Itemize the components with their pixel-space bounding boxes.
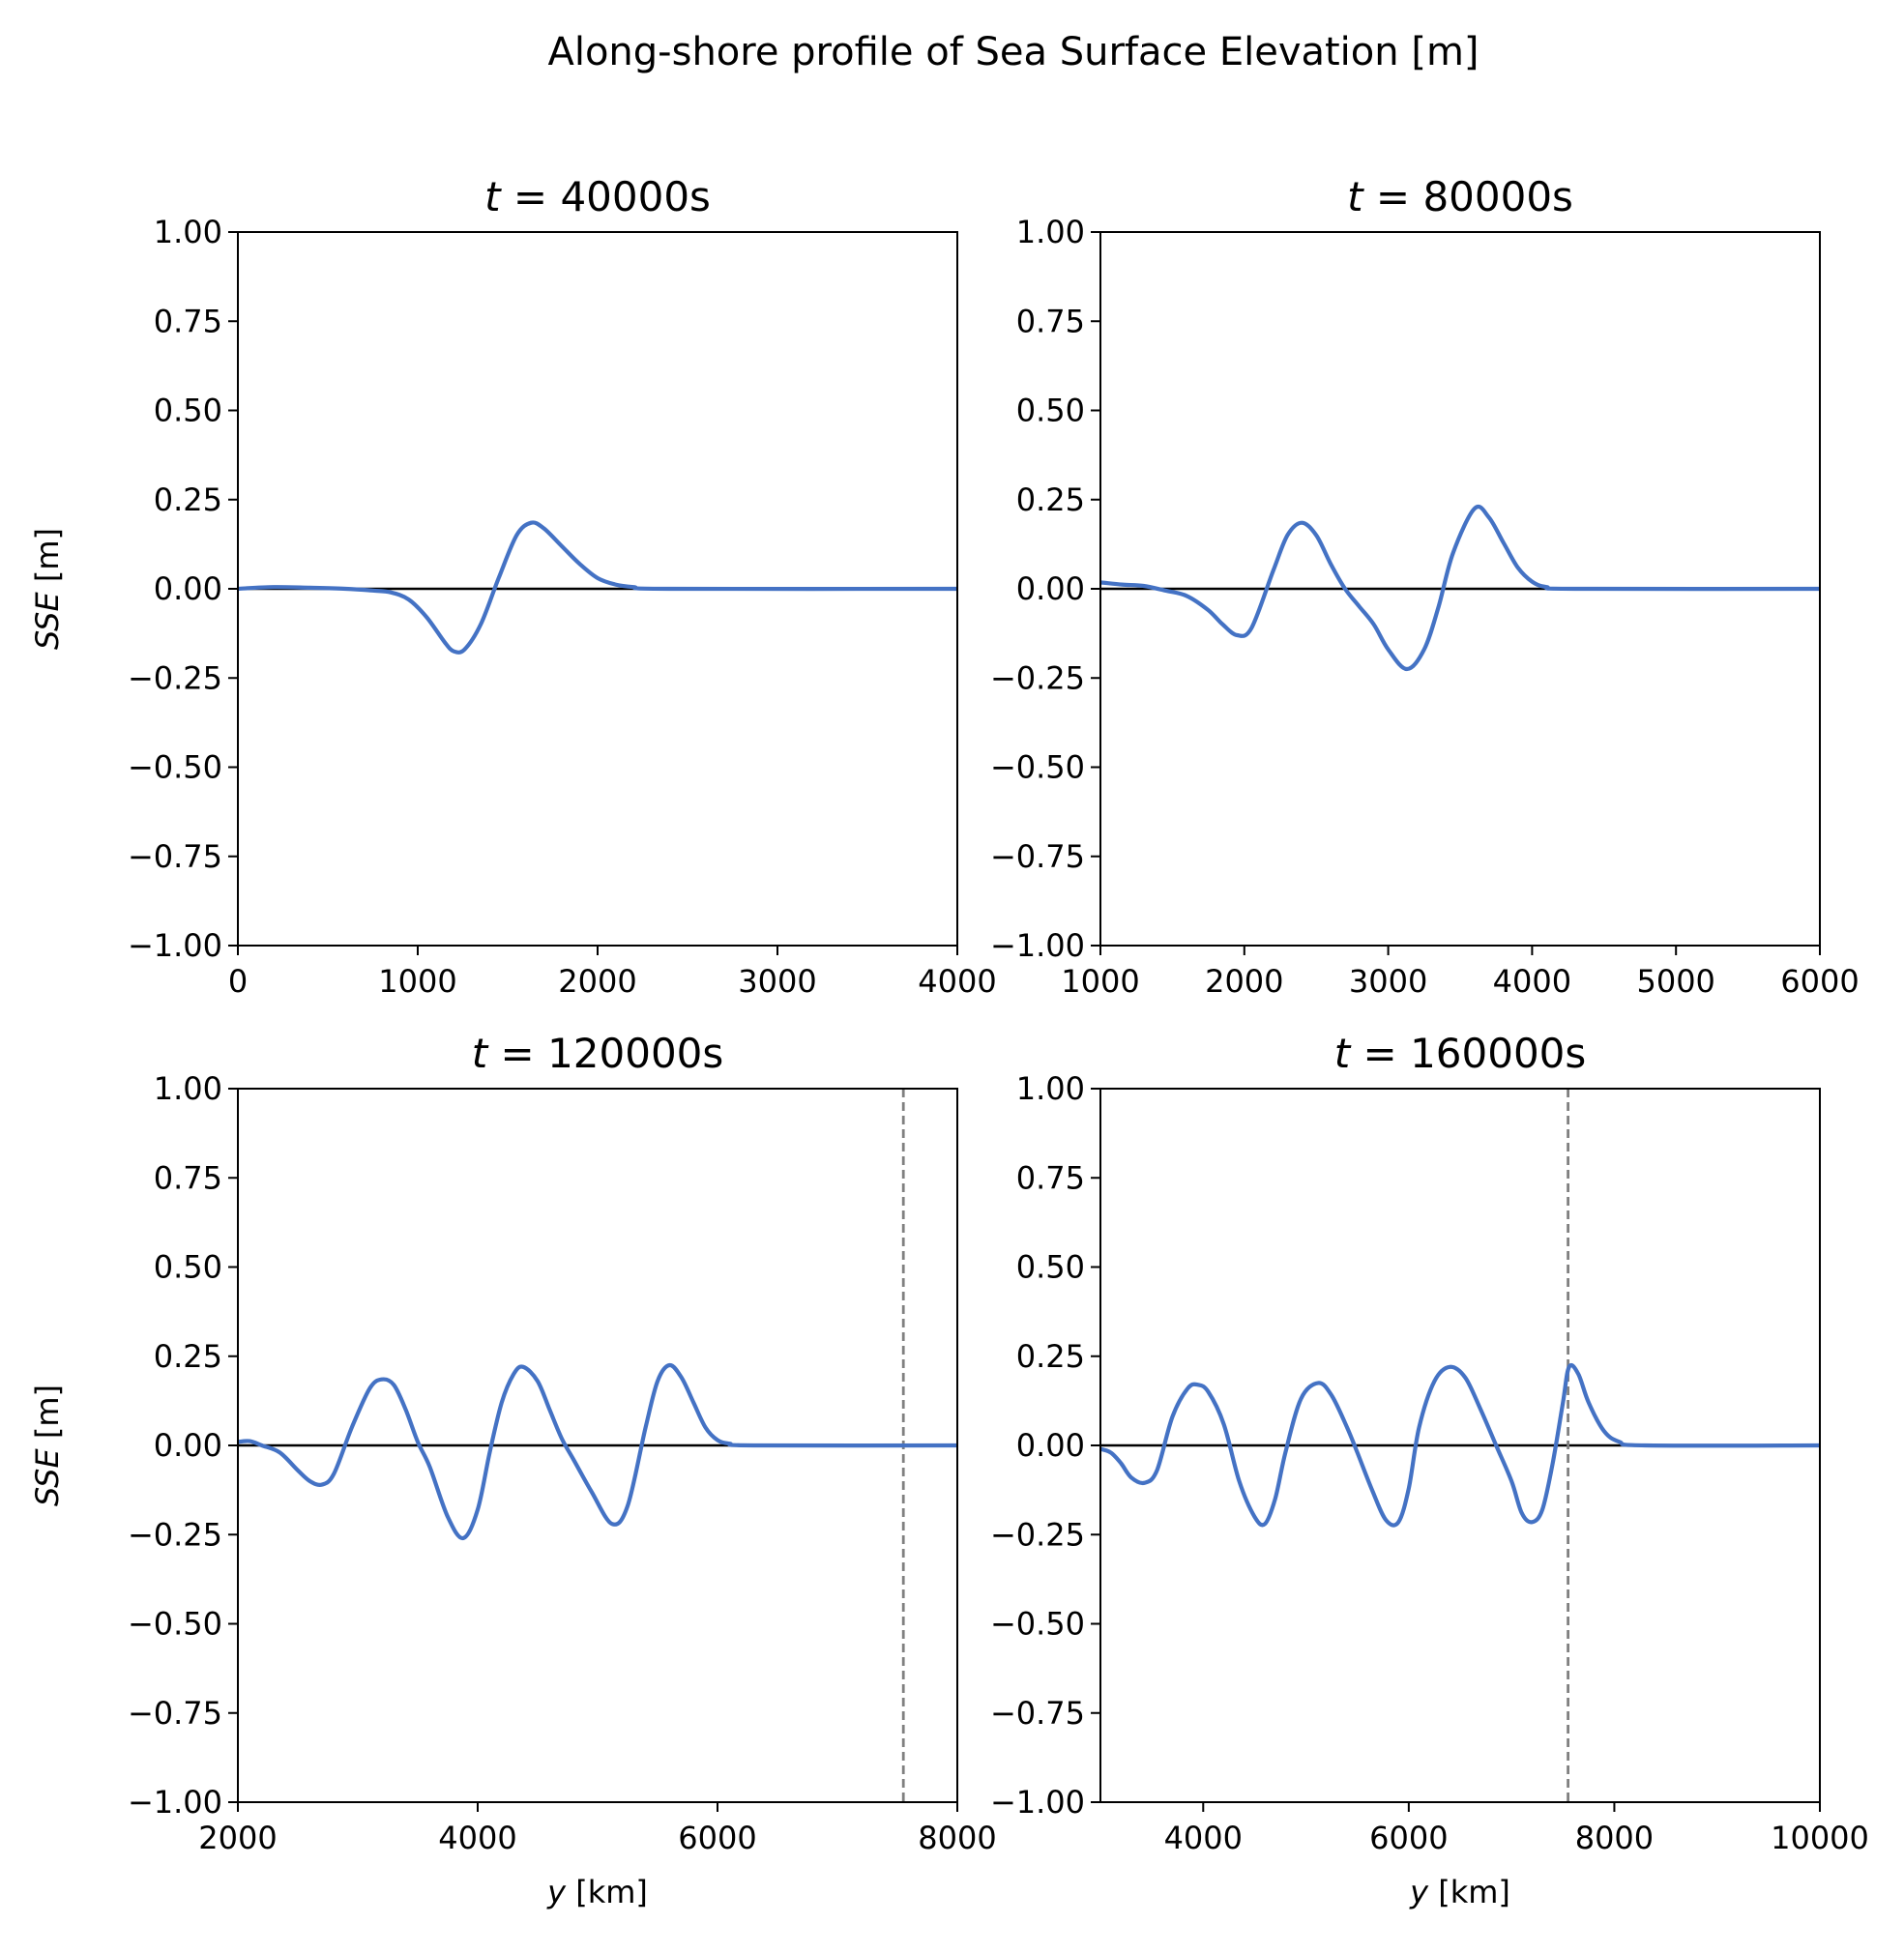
x-axis-label-unit: [km] [1428,1874,1510,1910]
x-tick-label: 4000 [1493,963,1571,1000]
x-tick-label: 6000 [1780,963,1859,1000]
y-tick-label: −0.25 [990,659,1085,696]
y-tick-label: 0.00 [154,1427,222,1464]
y-tick-label: −0.50 [990,1606,1085,1643]
x-tick-label: 10000 [1771,1820,1869,1856]
x-tick-label: 6000 [1369,1820,1448,1856]
title-eq: = [1350,1030,1410,1077]
y-tick-label: 1.00 [154,1070,222,1107]
x-axis-label: y [km] [1409,1874,1510,1910]
y-tick-label: −1.00 [128,1784,222,1821]
y-tick-label: −1.00 [128,927,222,964]
x-tick-label: 4000 [438,1820,516,1856]
title-val: 160000s [1410,1030,1586,1077]
y-tick-label: 0.75 [1016,1159,1085,1196]
x-tick-label: 0 [228,963,248,1000]
figure-suptitle: Along-shore profile of Sea Surface Eleva… [547,30,1479,74]
sse-series-line [1099,504,1821,672]
y-tick-label: 0.75 [154,303,222,339]
title-eq: = [1363,173,1423,220]
subplot-3: 1.00 0.75 0.50 0.25 0.00 −0.25 −0.50 −0.75 −1.00… [29,1030,997,1910]
x-tick-label: 3000 [738,963,816,1000]
subplot-4: 1.00 0.75 0.50 0.25 0.00 −0.25 −0.50 −0.75 −1.00… [990,1030,1869,1910]
y-tick-label: 0.25 [154,481,222,518]
y-tick-label: −0.75 [990,1695,1085,1732]
subplot-1: 1.00 0.75 0.50 0.25 0.00 −0.25 −0.50 −0.75 −1.00… [29,173,997,1000]
y-tick-label: −1.00 [990,927,1085,964]
y-tick-label: 0.50 [1016,1249,1085,1286]
x-tick-label: 6000 [678,1820,756,1856]
x-tick-label: 8000 [1575,1820,1654,1856]
title-eq: = [487,1030,547,1077]
title-val: 40000s [560,173,711,220]
x-axis-label-unit: [km] [566,1874,648,1910]
y-axis-label-unit: [m] [29,1385,66,1448]
y-tick-label: −0.50 [128,749,222,786]
title-eq: = [501,173,561,220]
y-tick-label: 0.25 [1016,1338,1085,1375]
title-var: t [1334,1030,1352,1077]
y-axis-label: SSE [m] [29,528,66,650]
y-tick-label: 0.00 [154,570,222,607]
x-tick-label: 1000 [378,963,456,1000]
y-tick-label: 1.00 [1016,1070,1085,1107]
subplot-title: t = 160000s [1334,1030,1587,1077]
y-tick-label: 0.75 [1016,303,1085,339]
sse-series-line [1099,1362,1821,1528]
y-tick-label: 0.00 [1016,570,1085,607]
title-var: t [472,1030,489,1077]
title-val: 120000s [547,1030,723,1077]
y-tick-label: −0.25 [128,1516,222,1553]
y-tick-label: 1.00 [154,214,222,250]
y-tick-label: −1.00 [990,1784,1085,1821]
x-axis-label-var: y [1409,1874,1429,1910]
y-tick-label: 0.25 [154,1338,222,1375]
x-axis-label: y [km] [546,1874,648,1910]
x-tick-label: 1000 [1061,963,1139,1000]
y-tick-label: 0.50 [154,1249,222,1286]
y-tick-label: 0.25 [1016,481,1085,518]
subplot-title: t = 40000s [484,173,711,220]
y-tick-label: −0.75 [128,1695,222,1732]
y-tick-label: −0.75 [990,838,1085,875]
title-var: t [484,173,502,220]
y-axis-label-unit: [m] [29,528,66,592]
x-tick-label: 2000 [558,963,636,1000]
x-tick-label: 2000 [198,1820,277,1856]
subplot-title: t = 120000s [472,1030,724,1077]
y-tick-label: −0.50 [990,749,1085,786]
y-tick-label: 0.75 [154,1159,222,1196]
x-tick-label: 4000 [918,963,996,1000]
x-tick-label: 2000 [1205,963,1283,1000]
x-tick-label: 3000 [1349,963,1427,1000]
subplot-title: t = 80000s [1347,173,1573,220]
sse-series-line [237,520,958,655]
y-tick-label: 0.00 [1016,1427,1085,1464]
y-tick-label: −0.50 [128,1606,222,1643]
x-tick-label: 4000 [1164,1820,1243,1856]
y-tick-label: −0.25 [128,659,222,696]
x-tick-label: 5000 [1636,963,1714,1000]
subplot-2: 1.00 0.75 0.50 0.25 0.00 −0.25 −0.50 −0.75 −1.00… [990,173,1860,1000]
title-var: t [1347,173,1364,220]
y-tick-label: −0.75 [128,838,222,875]
y-axis-label-var: SSE [29,592,66,650]
x-tick-label: 8000 [918,1820,996,1856]
y-axis-label: SSE [m] [29,1385,66,1506]
y-axis-label-var: SSE [29,1448,66,1506]
y-tick-label: 1.00 [1016,214,1085,250]
sse-series-line [237,1362,958,1541]
title-val: 80000s [1422,173,1573,220]
y-tick-label: 0.50 [1016,393,1085,429]
x-axis-label-var: y [546,1874,567,1910]
y-tick-label: −0.25 [990,1516,1085,1553]
y-tick-label: 0.50 [154,393,222,429]
